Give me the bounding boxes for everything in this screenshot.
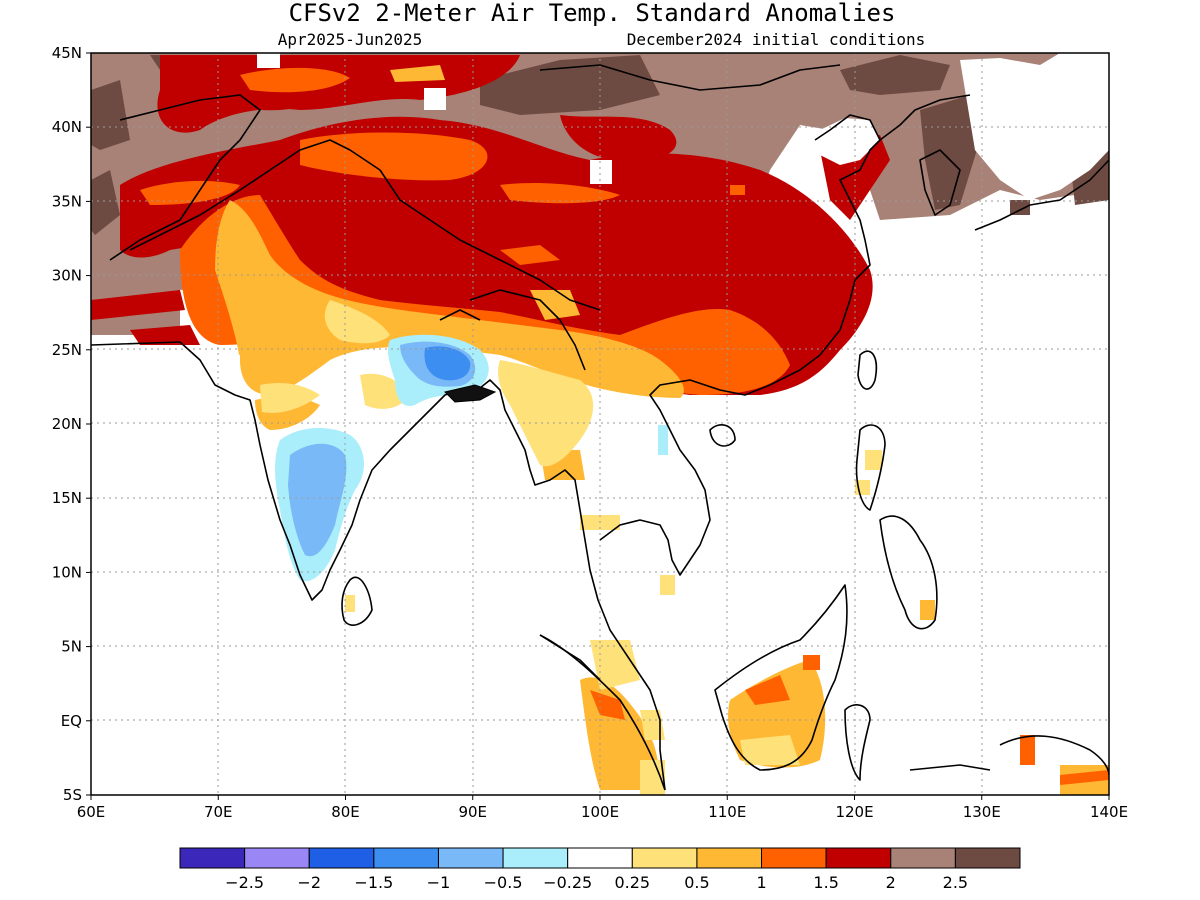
colorbar: −2.5 −2 −1.5 −1 −0.5 −0.25 0.25 0.5 1 1.5 2 2.5 <box>179 847 1021 892</box>
colorbar-swatch <box>631 847 698 869</box>
colorbar-label: 2 <box>886 873 896 892</box>
colorbar-label: −2 <box>297 873 321 892</box>
y-tick-label: EQ <box>61 712 82 730</box>
colorbar-label: −1 <box>427 873 451 892</box>
colorbar-swatch <box>825 847 892 869</box>
colorbar-swatch <box>502 847 569 869</box>
y-tick-label: 30N <box>52 267 82 285</box>
x-tick-label: 90E <box>458 803 487 821</box>
x-tick-label: 70E <box>204 803 233 821</box>
y-tick-label: 35N <box>52 192 82 210</box>
colorbar-swatch <box>179 847 246 869</box>
y-tick-label: 20N <box>52 415 82 433</box>
colorbar-label: −0.5 <box>484 873 523 892</box>
anomaly-region-orange-red <box>140 67 790 395</box>
colorbar-swatch <box>954 847 1021 869</box>
x-tick-label: 60E <box>77 803 106 821</box>
map-subtitle-initial-conditions: December2024 initial conditions <box>627 30 926 49</box>
map-title: CFSv2 2-Meter Air Temp. Standard Anomali… <box>289 0 896 27</box>
colorbar-swatch <box>567 847 633 869</box>
coastlines <box>91 64 1109 791</box>
y-tick-label: 10N <box>52 563 82 581</box>
colorbar-swatch <box>890 847 956 869</box>
colorbar-label: 1.5 <box>813 873 838 892</box>
colorbar-label: 2.5 <box>943 873 968 892</box>
colorbar-swatch <box>373 847 439 869</box>
x-axis-ticks: 60E 70E 80E 90E 100E 110E 120E 130E 140E <box>77 795 1128 821</box>
colorbar-label: 1 <box>756 873 766 892</box>
x-tick-label: 120E <box>835 803 873 821</box>
y-tick-label: 40N <box>52 118 82 136</box>
coastline-bengal-delta <box>444 384 497 403</box>
y-tick-label: 45N <box>52 44 82 62</box>
y-axis-ticks: 45N 40N 35N 30N 25N 20N 15N 10N 5N EQ 5S <box>52 44 91 804</box>
x-tick-label: 140E <box>1090 803 1128 821</box>
colorbar-swatch <box>308 847 375 869</box>
map-subtitle-period: Apr2025-Jun2025 <box>278 30 423 49</box>
colorbar-label: −1.5 <box>354 873 393 892</box>
colorbar-label: −2.5 <box>225 873 264 892</box>
colorbar-swatch <box>761 847 827 869</box>
colorbar-label: 0.25 <box>614 873 650 892</box>
colorbar-label: −0.25 <box>543 873 592 892</box>
colorbar-label: 0.5 <box>684 873 709 892</box>
anomaly-region-orange-spots <box>590 655 1109 785</box>
colorbar-swatch <box>244 847 310 869</box>
map-plot-area <box>91 53 1109 795</box>
y-tick-label: 5N <box>61 638 82 656</box>
x-tick-label: 110E <box>708 803 746 821</box>
colorbar-swatch <box>437 847 504 869</box>
x-tick-label: 80E <box>331 803 360 821</box>
x-tick-label: 130E <box>963 803 1001 821</box>
anomaly-region-cool <box>275 334 668 582</box>
anomaly-region-yellow <box>260 300 882 795</box>
y-tick-label: 5S <box>63 786 82 804</box>
x-tick-label: 100E <box>581 803 619 821</box>
colorbar-swatch <box>696 847 763 869</box>
y-tick-label: 25N <box>52 341 82 359</box>
y-tick-label: 15N <box>52 489 82 507</box>
graticule <box>91 53 1109 795</box>
